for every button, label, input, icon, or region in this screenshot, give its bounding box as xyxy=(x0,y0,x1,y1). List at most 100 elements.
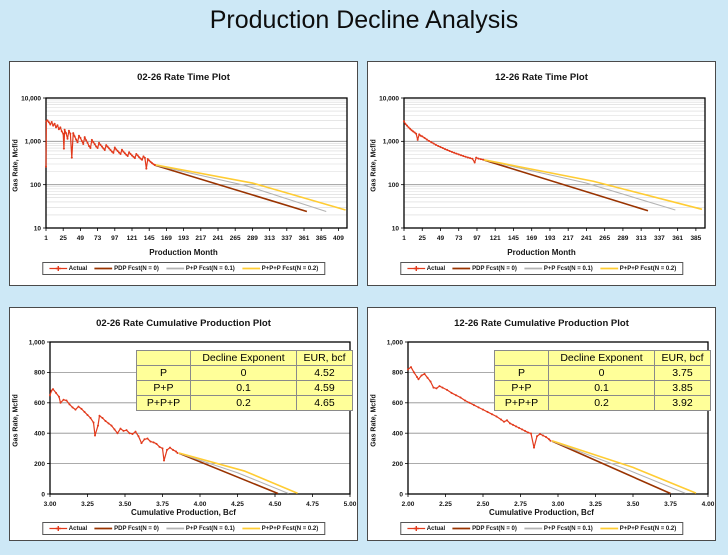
data-marker xyxy=(112,151,115,154)
data-marker xyxy=(435,387,438,390)
data-marker xyxy=(423,372,426,375)
x-axis-label: Cumulative Production, Bcf xyxy=(489,508,594,517)
y-tick-label: 200 xyxy=(392,461,403,468)
data-marker xyxy=(56,124,59,127)
legend-label: PDP Fcst(N = 0) xyxy=(472,525,517,532)
x-tick-label: 169 xyxy=(526,235,537,242)
series-forecast xyxy=(178,452,279,495)
data-marker xyxy=(73,135,76,138)
data-marker xyxy=(140,442,143,445)
data-marker xyxy=(49,123,52,126)
data-marker xyxy=(66,137,69,140)
x-tick-label: 4.50 xyxy=(269,501,282,508)
x-tick-label: 4.25 xyxy=(231,501,244,508)
x-tick-label: 265 xyxy=(230,235,241,242)
data-marker xyxy=(92,141,95,144)
table-header-cell: EUR, bcf xyxy=(654,350,711,366)
y-tick-label: 0 xyxy=(399,491,403,498)
legend-swatch xyxy=(406,266,425,271)
data-marker xyxy=(89,147,92,150)
data-marker xyxy=(434,143,437,146)
table-cell: 4.52 xyxy=(296,365,353,381)
rate-time-12-26-plot: 1 25 49 73 97 121 145 169 193 217 241 265 289 313 337 3… xyxy=(379,95,706,242)
y-tick-label: 800 xyxy=(34,370,45,377)
data-marker xyxy=(53,122,56,125)
data-marker xyxy=(132,155,135,158)
legend-swatch xyxy=(599,267,618,270)
legend-label: PDP Fcst(N = 0) xyxy=(114,525,159,532)
data-marker xyxy=(59,401,62,404)
x-tick-label: 2.00 xyxy=(402,501,415,508)
data-marker xyxy=(126,154,129,157)
data-marker xyxy=(415,132,418,135)
data-marker xyxy=(134,430,137,433)
data-marker xyxy=(146,158,149,161)
data-marker xyxy=(545,436,547,438)
y-axis-label: Gas Rate, Mcf/d xyxy=(370,139,378,192)
data-marker xyxy=(417,378,420,381)
data-marker xyxy=(88,145,90,148)
data-marker xyxy=(116,432,119,435)
series-forecast xyxy=(483,159,703,211)
data-marker xyxy=(129,153,132,156)
data-marker xyxy=(65,132,68,135)
data-marker xyxy=(518,426,520,429)
data-marker xyxy=(166,448,168,451)
legend-item: P+P+P Fcst(N = 0.2) xyxy=(599,265,676,272)
x-tick-label: 1 xyxy=(402,235,406,242)
legend-swatch xyxy=(406,526,425,531)
data-marker xyxy=(106,145,109,148)
x-tick-label: 25 xyxy=(60,235,68,242)
data-marker xyxy=(429,380,432,383)
data-marker xyxy=(119,153,122,156)
series-forecast xyxy=(551,440,671,495)
data-marker xyxy=(89,417,92,419)
data-marker xyxy=(46,119,49,122)
data-marker xyxy=(418,133,421,136)
data-marker xyxy=(175,450,177,453)
data-marker xyxy=(143,156,146,159)
data-marker xyxy=(45,165,47,168)
data-marker xyxy=(123,152,126,155)
data-marker xyxy=(491,413,493,416)
legend-swatch xyxy=(94,267,113,270)
eur-table: Decline Exponent EUR, bcf P 0 4.52 P+P 0.1 4.59… xyxy=(136,350,353,411)
x-tick-label: 73 xyxy=(455,235,463,242)
chart-panel-rate-time-12-26: 12-26 Rate Time Plot 1 25 49 73 97 121 145 169 1… xyxy=(367,61,716,286)
data-marker xyxy=(125,429,128,432)
legend-swatch xyxy=(165,527,184,530)
data-marker xyxy=(85,139,88,142)
data-marker xyxy=(115,148,118,151)
table-header-cell xyxy=(136,350,191,366)
data-marker xyxy=(503,420,505,423)
data-marker xyxy=(75,138,78,141)
data-marker xyxy=(407,368,409,371)
x-tick-label: 361 xyxy=(672,235,683,242)
table-cell: 0 xyxy=(548,365,655,381)
data-marker xyxy=(137,435,140,438)
chart-title: 12-26 Rate Cumulative Production Plot xyxy=(454,318,629,329)
legend-swatch xyxy=(452,267,471,270)
y-tick-label: 1,000 xyxy=(25,139,42,146)
data-marker xyxy=(500,418,502,421)
data-marker xyxy=(169,446,171,449)
x-tick-label: 97 xyxy=(473,235,481,242)
table-header-cell: EUR, bcf xyxy=(296,350,353,366)
x-tick-label: 361 xyxy=(299,235,310,242)
x-tick-label: 49 xyxy=(437,235,445,242)
y-tick-label: 1,000 xyxy=(383,139,400,146)
data-marker xyxy=(55,126,58,129)
legend-item: P+P+P Fcst(N = 0.2) xyxy=(599,525,676,532)
legend-swatch xyxy=(523,527,542,530)
data-marker xyxy=(149,160,152,163)
chart-panel-rate-cum-12-26: 12-26 Rate Cumulative Production Plot 2.… xyxy=(367,307,716,541)
data-marker xyxy=(549,439,552,442)
y-tick-label: 100 xyxy=(30,182,41,189)
chart-legend: Actual PDP Fcst(N = 0) P+P Fcst(N = 0.1) P+… xyxy=(41,262,326,275)
data-marker xyxy=(432,142,435,145)
chart-legend: Actual PDP Fcst(N = 0) P+P Fcst(N = 0.1) P+… xyxy=(41,522,326,535)
legend-label: PDP Fcst(N = 0) xyxy=(472,265,517,272)
table-cell: 3.85 xyxy=(654,380,711,396)
table-cell: 0.2 xyxy=(548,395,655,411)
data-marker xyxy=(92,421,95,424)
